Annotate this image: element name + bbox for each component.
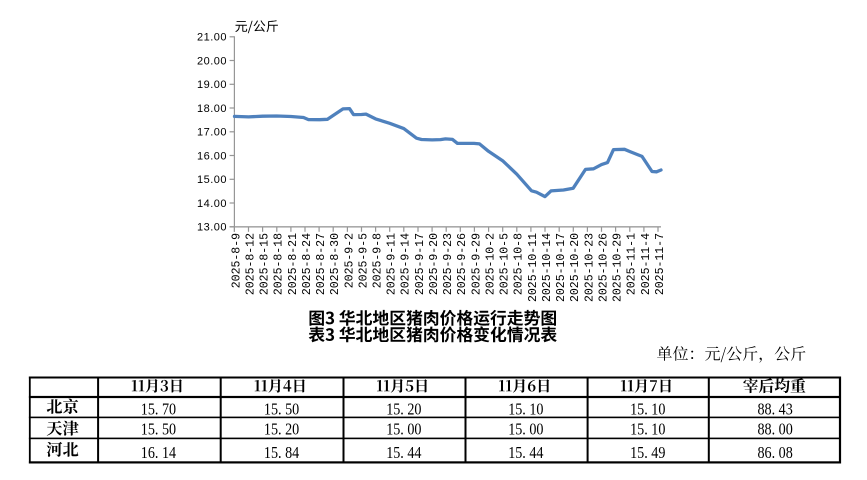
svg-text:2025-10-11: 2025-10-11: [527, 233, 540, 302]
svg-text:88. 43: 88. 43: [758, 400, 793, 419]
svg-text:2025-10-23: 2025-10-23: [583, 233, 596, 302]
svg-text:15. 44: 15. 44: [508, 443, 543, 462]
svg-text:2025-8-24: 2025-8-24: [301, 233, 314, 295]
svg-text:2025-9-17: 2025-9-17: [414, 233, 427, 295]
svg-text:15.00: 15.00: [197, 174, 227, 186]
svg-text:2025-10-5: 2025-10-5: [499, 233, 512, 295]
svg-text:2025-10-26: 2025-10-26: [597, 233, 610, 302]
svg-text:2025-10-20: 2025-10-20: [569, 233, 582, 302]
svg-text:2025-9-20: 2025-9-20: [428, 233, 441, 295]
svg-text:15. 10: 15. 10: [508, 400, 543, 419]
svg-text:15. 50: 15. 50: [141, 420, 176, 439]
svg-text:18.00: 18.00: [197, 103, 227, 115]
svg-text:15. 49: 15. 49: [630, 443, 665, 462]
svg-text:2025-10-2: 2025-10-2: [485, 233, 498, 295]
svg-text:2025-9-5: 2025-9-5: [357, 233, 370, 288]
svg-text:2025-9-26: 2025-9-26: [456, 233, 469, 295]
svg-text:2025-8-21: 2025-8-21: [287, 233, 300, 295]
svg-text:2025-9-29: 2025-9-29: [470, 233, 483, 295]
svg-text:20.00: 20.00: [197, 55, 227, 67]
svg-text:2025-11-4: 2025-11-4: [640, 233, 653, 295]
svg-text:15. 50: 15. 50: [264, 400, 299, 419]
svg-text:16. 14: 16. 14: [141, 443, 176, 462]
svg-text:2025-10-14: 2025-10-14: [541, 233, 554, 302]
svg-text:15. 00: 15. 00: [508, 420, 543, 439]
svg-text:16.00: 16.00: [197, 150, 227, 162]
svg-text:2025-8-27: 2025-8-27: [315, 233, 328, 295]
svg-text:15. 10: 15. 10: [630, 420, 665, 439]
svg-text:88. 00: 88. 00: [758, 420, 793, 439]
svg-text:15. 70: 15. 70: [141, 400, 176, 419]
svg-text:2025-8-9: 2025-8-9: [230, 233, 243, 288]
svg-text:15. 20: 15. 20: [264, 420, 299, 439]
svg-text:13.00: 13.00: [197, 222, 227, 234]
svg-text:15. 84: 15. 84: [264, 443, 299, 462]
svg-text:2025-10-29: 2025-10-29: [612, 233, 625, 302]
svg-text:2025-11-1: 2025-11-1: [626, 233, 639, 295]
svg-text:2025-9-2: 2025-9-2: [343, 233, 356, 288]
svg-text:2025-9-11: 2025-9-11: [386, 233, 399, 295]
svg-text:15. 20: 15. 20: [386, 400, 421, 419]
svg-text:2025-8-15: 2025-8-15: [259, 233, 272, 295]
svg-text:14.00: 14.00: [197, 198, 227, 210]
svg-text:2025-10-17: 2025-10-17: [555, 233, 568, 302]
svg-text:2025-8-12: 2025-8-12: [244, 233, 257, 295]
svg-text:21.00: 21.00: [197, 32, 227, 44]
svg-text:19.00: 19.00: [197, 79, 227, 91]
svg-text:86. 08: 86. 08: [758, 443, 793, 462]
svg-text:15. 00: 15. 00: [386, 420, 421, 439]
svg-text:2025-9-23: 2025-9-23: [442, 233, 455, 295]
svg-text:17.00: 17.00: [197, 127, 227, 139]
svg-text:2025-8-18: 2025-8-18: [273, 233, 286, 295]
svg-text:15. 10: 15. 10: [630, 400, 665, 419]
svg-text:2025-11-7: 2025-11-7: [654, 233, 667, 295]
svg-text:15. 44: 15. 44: [386, 443, 421, 462]
svg-text:2025-10-8: 2025-10-8: [513, 233, 526, 295]
svg-text:2025-9-14: 2025-9-14: [400, 233, 413, 295]
svg-text:2025-9-8: 2025-9-8: [372, 233, 385, 288]
svg-text:2025-8-30: 2025-8-30: [329, 233, 342, 295]
